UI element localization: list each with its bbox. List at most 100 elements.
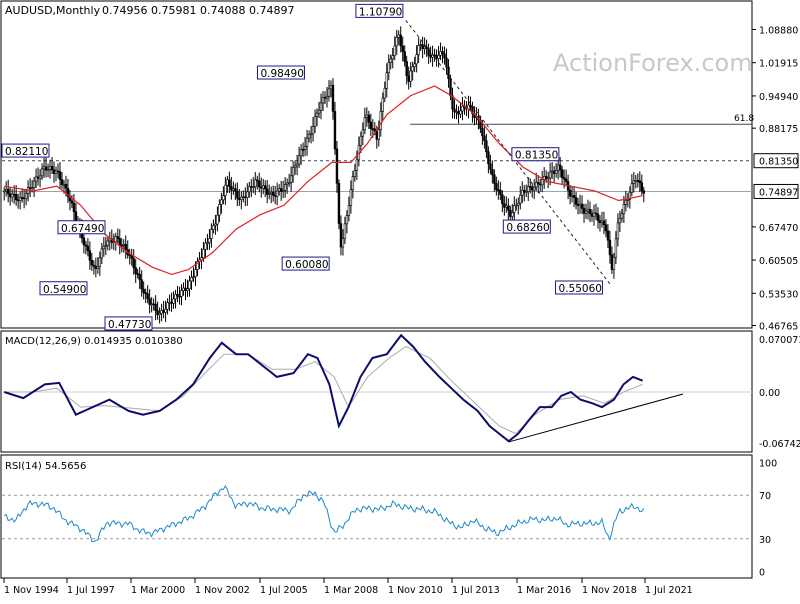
candle-body — [323, 97, 327, 99]
rsi-panel-frame — [0, 454, 753, 579]
candle-body — [275, 190, 279, 197]
candle-body — [248, 186, 251, 193]
candle-body — [529, 186, 532, 188]
time-tick-label: 1 Jul 2021 — [645, 585, 693, 596]
candle-body — [562, 177, 566, 180]
candle-body — [228, 179, 231, 187]
price-tick-label: 0.94940 — [759, 92, 798, 103]
candle-body — [134, 267, 137, 274]
candle-body — [283, 184, 287, 191]
candle-body — [533, 186, 536, 191]
price-panel-frame — [0, 0, 753, 329]
candle-body — [184, 287, 187, 291]
candle-body — [560, 169, 564, 178]
candle-body — [44, 166, 48, 171]
candle-body — [82, 237, 86, 246]
watermark: ActionForex.com — [553, 49, 753, 77]
candle-body — [365, 114, 369, 118]
candle-body — [578, 203, 582, 206]
time-tick-label: 1 Jul 2005 — [260, 585, 308, 596]
candle-body — [485, 140, 488, 153]
candle-body — [246, 191, 249, 198]
candle-body — [18, 197, 22, 201]
time-tick-label: 1 Nov 2010 — [388, 585, 443, 596]
candle-body — [8, 193, 12, 198]
price-annotation-box — [555, 280, 604, 295]
candle-body — [58, 171, 62, 180]
price-annotation-box — [502, 219, 551, 234]
candle-body — [401, 45, 404, 52]
candle-body — [218, 204, 221, 216]
candle-body — [550, 170, 554, 173]
macd-signal-line — [4, 346, 643, 435]
candle-body — [377, 129, 380, 140]
candle-body — [285, 182, 289, 185]
candle-body — [222, 195, 225, 201]
candle-body — [38, 175, 42, 179]
candle-body — [48, 166, 52, 170]
candle-body — [154, 303, 157, 311]
candle-body — [329, 85, 333, 90]
candle-body — [268, 193, 271, 195]
candle-body — [214, 223, 217, 226]
candle-body — [102, 245, 106, 250]
candle-body — [371, 128, 375, 130]
candle-body — [281, 189, 285, 192]
candle-body — [602, 220, 606, 225]
price-tick-label: 0.53530 — [759, 289, 798, 300]
candle-body — [196, 261, 199, 270]
candle-body — [120, 244, 123, 247]
candle-body — [299, 149, 303, 157]
candle-body — [554, 170, 558, 174]
candle-body — [489, 163, 492, 170]
candle-body — [383, 87, 386, 99]
candle-body — [612, 256, 616, 270]
candle-body — [96, 266, 100, 269]
price-tick-label: 0.74897 — [759, 187, 798, 198]
candle-body — [254, 179, 257, 187]
candle-body — [24, 193, 28, 200]
candle-body — [347, 205, 351, 216]
candle-body — [20, 197, 24, 199]
candle-body — [16, 199, 20, 202]
candle-body — [493, 174, 496, 184]
candle-body — [499, 189, 502, 195]
price-annotation: 0.67490 — [61, 223, 104, 235]
candle-body — [423, 46, 426, 49]
candle-body — [552, 170, 556, 174]
candle-body — [264, 185, 267, 190]
candle-body — [315, 112, 319, 118]
time-tick-label: 1 Mar 2008 — [324, 585, 378, 596]
candle-body — [116, 236, 119, 240]
candle-body — [301, 149, 305, 151]
moving-average-line — [4, 85, 643, 276]
candle-body — [170, 301, 173, 304]
candle-body — [104, 245, 108, 247]
candle-body — [515, 204, 518, 207]
candle-body — [14, 194, 18, 201]
candle-body — [309, 133, 313, 136]
candle-body — [260, 186, 263, 189]
candle-body — [582, 208, 586, 214]
macd-tick-label: 0.070071 — [759, 335, 800, 346]
candle-body — [507, 205, 510, 211]
candle-body — [136, 273, 139, 275]
price-annotation-box — [355, 3, 404, 18]
candle-body — [124, 244, 127, 250]
candle-body — [303, 146, 307, 150]
candle-body — [525, 191, 528, 193]
candle-body — [606, 230, 610, 241]
candle-body — [186, 288, 189, 291]
candle-body — [122, 244, 125, 246]
candle-body — [6, 188, 10, 195]
candle-body — [10, 193, 14, 198]
price-annotation: 0.47730 — [108, 319, 151, 331]
candle-body — [640, 182, 644, 192]
candle-body — [572, 195, 576, 198]
candle-body — [321, 97, 325, 104]
candle-body — [457, 111, 460, 115]
time-tick-label: 1 Jul 2013 — [452, 585, 500, 596]
trend-dashed-line — [405, 20, 612, 287]
candle-body — [295, 163, 299, 167]
